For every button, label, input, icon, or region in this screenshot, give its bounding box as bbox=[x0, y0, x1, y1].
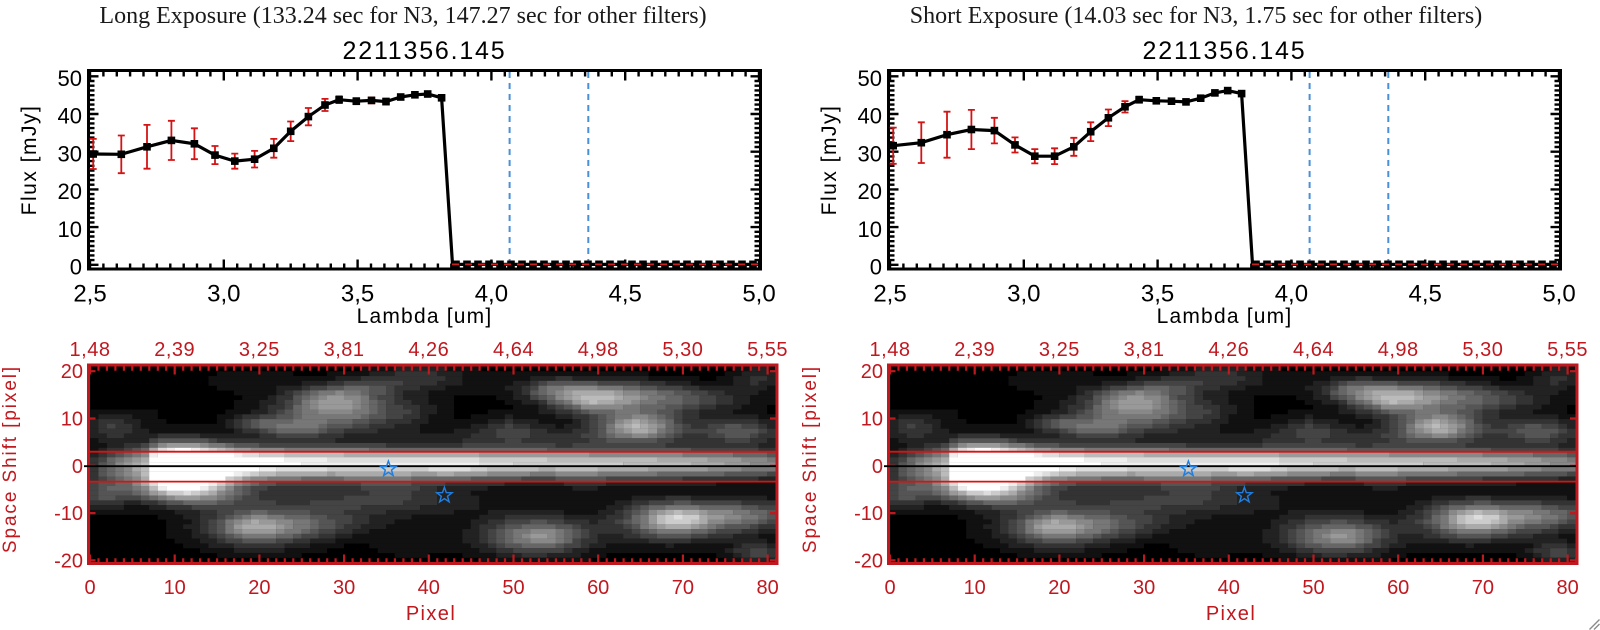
svg-text:3,25: 3,25 bbox=[239, 339, 280, 361]
svg-text:10: 10 bbox=[61, 409, 83, 431]
svg-text:3,0: 3,0 bbox=[207, 281, 240, 308]
svg-text:3,81: 3,81 bbox=[324, 339, 365, 361]
svg-text:Flux [mJy]: Flux [mJy] bbox=[18, 105, 41, 216]
svg-text:Flux [mJy]: Flux [mJy] bbox=[818, 105, 841, 216]
svg-text:0: 0 bbox=[870, 255, 882, 280]
svg-text:Long Exposure (133.24 sec for: Long Exposure (133.24 sec for N3, 147.27… bbox=[99, 3, 706, 29]
svg-text:10: 10 bbox=[58, 217, 82, 242]
svg-text:4,0: 4,0 bbox=[1275, 281, 1308, 308]
svg-text:50: 50 bbox=[502, 577, 524, 599]
svg-text:60: 60 bbox=[587, 577, 609, 599]
svg-text:5,0: 5,0 bbox=[1542, 281, 1575, 308]
svg-text:40: 40 bbox=[418, 577, 440, 599]
svg-text:30: 30 bbox=[333, 577, 355, 599]
svg-text:2,5: 2,5 bbox=[873, 281, 906, 308]
svg-text:5,30: 5,30 bbox=[662, 339, 703, 361]
svg-text:4,26: 4,26 bbox=[408, 339, 449, 361]
svg-text:20: 20 bbox=[58, 179, 82, 204]
svg-text:4,5: 4,5 bbox=[609, 281, 642, 308]
svg-text:40: 40 bbox=[58, 104, 82, 129]
svg-text:5,55: 5,55 bbox=[747, 339, 788, 361]
svg-text:2,39: 2,39 bbox=[154, 339, 195, 361]
svg-text:40: 40 bbox=[858, 104, 882, 129]
svg-text:4,98: 4,98 bbox=[578, 339, 619, 361]
svg-text:4,5: 4,5 bbox=[1409, 281, 1442, 308]
svg-text:3,5: 3,5 bbox=[341, 281, 374, 308]
svg-text:30: 30 bbox=[858, 141, 882, 166]
svg-text:4,64: 4,64 bbox=[493, 339, 534, 361]
svg-text:20: 20 bbox=[248, 577, 270, 599]
svg-text:2211356.145: 2211356.145 bbox=[343, 37, 507, 65]
svg-text:0: 0 bbox=[70, 255, 82, 280]
svg-text:Short Exposure (14.03 sec for: Short Exposure (14.03 sec for N3, 1.75 s… bbox=[910, 3, 1483, 29]
svg-text:2,5: 2,5 bbox=[73, 281, 106, 308]
svg-text:2211356.145: 2211356.145 bbox=[1143, 37, 1307, 65]
svg-text:3,5: 3,5 bbox=[1141, 281, 1174, 308]
svg-text:Space Shift [pixel]: Space Shift [pixel] bbox=[0, 365, 21, 553]
svg-text:20: 20 bbox=[61, 361, 83, 383]
svg-text:10: 10 bbox=[164, 577, 186, 599]
svg-text:0: 0 bbox=[84, 577, 95, 599]
svg-text:-20: -20 bbox=[54, 550, 83, 572]
svg-text:70: 70 bbox=[672, 577, 694, 599]
svg-text:Pixel: Pixel bbox=[406, 603, 456, 625]
svg-text:50: 50 bbox=[58, 66, 82, 91]
svg-text:20: 20 bbox=[858, 179, 882, 204]
svg-text:4,0: 4,0 bbox=[475, 281, 508, 308]
svg-text:-10: -10 bbox=[54, 503, 83, 525]
svg-text:0: 0 bbox=[72, 456, 83, 478]
svg-text:5,0: 5,0 bbox=[742, 281, 775, 308]
svg-text:50: 50 bbox=[858, 66, 882, 91]
svg-text:3,0: 3,0 bbox=[1007, 281, 1040, 308]
svg-text:80: 80 bbox=[756, 577, 778, 599]
svg-text:30: 30 bbox=[58, 141, 82, 166]
svg-text:1,48: 1,48 bbox=[70, 339, 111, 361]
svg-text:Lambda [um]: Lambda [um] bbox=[1157, 305, 1293, 328]
svg-text:10: 10 bbox=[858, 217, 882, 242]
svg-text:Lambda [um]: Lambda [um] bbox=[357, 305, 493, 328]
